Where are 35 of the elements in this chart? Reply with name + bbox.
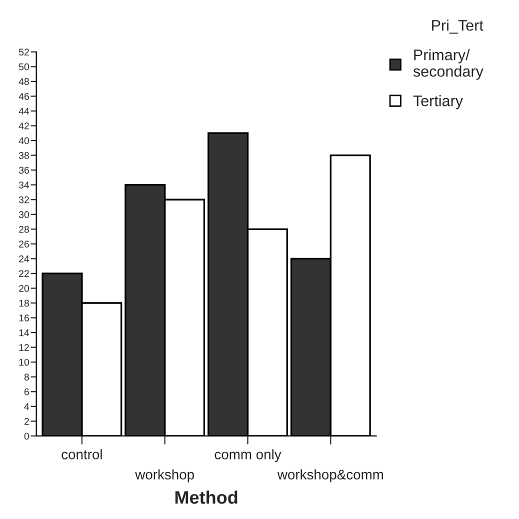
y-tick-label: 42 xyxy=(18,122,29,130)
legend-label: Tertiary xyxy=(413,95,463,110)
x-tick-label: workshop xyxy=(135,469,194,482)
y-tick-label: 2 xyxy=(24,418,29,425)
y-tick-label: 0 xyxy=(24,432,30,440)
y-tick-label: 6 xyxy=(24,388,29,396)
y-tick-label: 40 xyxy=(18,137,30,144)
y-tick-label: 30 xyxy=(18,211,30,218)
y-tick-label: 24 xyxy=(19,255,30,262)
y-tick-label: 12 xyxy=(19,344,29,351)
y-tick-label: 4 xyxy=(24,403,30,410)
y-tick-label: 14 xyxy=(19,329,30,336)
y-tick-label: 38 xyxy=(18,152,29,159)
y-tick-label: 18 xyxy=(19,300,29,307)
x-tick-label: comm only xyxy=(214,449,282,462)
y-tick-label: 52 xyxy=(18,48,29,56)
y-tick-label: 10 xyxy=(19,358,30,366)
x-tick-label: workshop&comm xyxy=(277,469,384,482)
legend-title: Pri_Tert xyxy=(432,20,484,34)
y-tick-label: 50 xyxy=(18,63,30,70)
y-tick-label: 34 xyxy=(18,182,30,188)
y-tick-label: 36 xyxy=(18,166,29,174)
y-tick-label: 44 xyxy=(18,108,30,115)
y-tick-label: 48 xyxy=(18,78,29,86)
y-tick-label: 32 xyxy=(18,196,29,204)
y-tick-label: 26 xyxy=(19,240,29,248)
x-axis-title: Method xyxy=(175,490,238,504)
y-tick-label: 28 xyxy=(19,226,29,233)
y-tick-label: 46 xyxy=(18,92,29,100)
y-tick-label: 20 xyxy=(19,284,30,292)
legend-label: Primary/ secondary xyxy=(413,49,484,80)
y-tick-label: 16 xyxy=(19,314,29,322)
y-tick-label: 8 xyxy=(24,374,29,380)
x-tick-label: control xyxy=(62,449,102,460)
y-tick-label: 22 xyxy=(19,270,29,277)
